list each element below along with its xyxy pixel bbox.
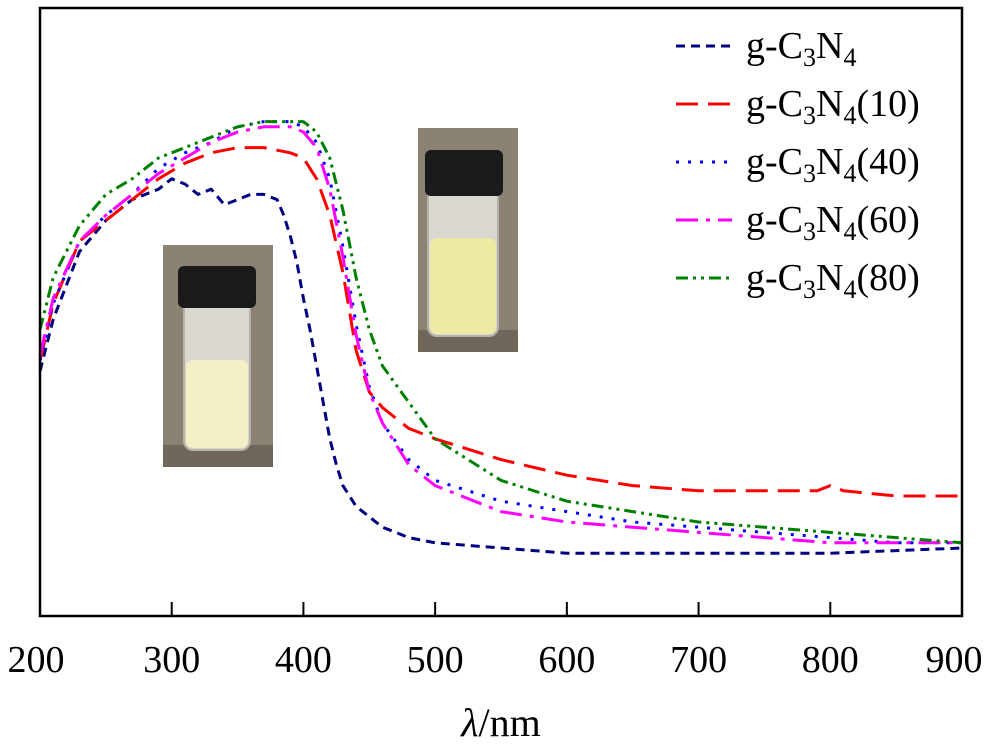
x-axis-title: λ/nm: [460, 700, 541, 745]
series-line-4: [38, 125, 962, 545]
legend-label-5: g-C3N4(80): [746, 257, 920, 304]
series-line-2: [38, 146, 962, 498]
x-tick-label: 500: [407, 639, 464, 681]
series-layer: [38, 120, 963, 555]
inset-photos: [163, 128, 518, 467]
vial-photo-left: [163, 245, 273, 467]
vial-photo-right-cap: [425, 150, 503, 196]
x-axis-title-unit: /nm: [479, 700, 541, 745]
x-tick-label: 200: [8, 639, 65, 681]
series-line-1: [38, 177, 963, 555]
vial-photo-right-liquid: [430, 238, 496, 334]
x-tick-label: 600: [538, 639, 595, 681]
x-tick-label: 300: [143, 639, 200, 681]
legend-label-1: g-C3N4: [746, 25, 856, 72]
x-axis: 200 300 400 500 600 700 800 900: [8, 602, 983, 681]
x-tick-label: 400: [275, 639, 332, 681]
x-tick-label: 800: [802, 639, 859, 681]
x-tick-label: 900: [926, 639, 983, 681]
x-axis-title-symbol: λ: [460, 700, 478, 745]
series-line-5: [38, 120, 963, 545]
vial-photo-right: [418, 128, 518, 352]
plot-frame: [38, 6, 964, 618]
legend: g-C3N4 g-C3N4(10) g-C3N4(40) g-C3N4(60) g-C3…: [676, 25, 920, 304]
vial-photo-left-cap: [178, 266, 256, 308]
legend-label-4: g-C3N4(60): [746, 199, 920, 246]
legend-label-3: g-C3N4(40): [746, 141, 920, 188]
x-tick-label: 700: [670, 639, 727, 681]
vial-photo-left-liquid: [186, 360, 248, 448]
legend-label-2: g-C3N4(10): [746, 83, 920, 130]
